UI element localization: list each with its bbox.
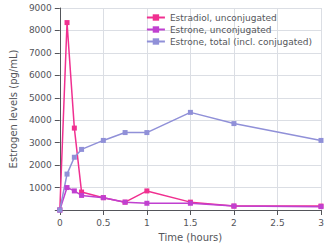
svg-text:1000: 1000	[29, 183, 52, 193]
svg-text:Estradiol, unconjugated: Estradiol, unconjugated	[170, 13, 277, 23]
svg-text:Estrone, unconjugated: Estrone, unconjugated	[170, 25, 272, 35]
svg-text:2.5: 2.5	[270, 218, 284, 228]
svg-text:9000: 9000	[29, 3, 52, 13]
svg-text:Estrogen levels (pg/mL): Estrogen levels (pg/mL)	[8, 49, 19, 168]
svg-text:2: 2	[231, 218, 237, 228]
svg-text:Time (hours): Time (hours)	[158, 232, 223, 243]
svg-text:5000: 5000	[29, 93, 52, 103]
svg-text:7000: 7000	[29, 48, 52, 58]
svg-text:2000: 2000	[29, 160, 52, 170]
svg-text:Estrone, total (incl. conjugat: Estrone, total (incl. conjugated)	[170, 37, 312, 47]
svg-text:1: 1	[144, 218, 150, 228]
svg-text:3: 3	[318, 218, 324, 228]
svg-text:6000: 6000	[29, 70, 52, 80]
svg-text:0: 0	[57, 218, 63, 228]
svg-text:8000: 8000	[29, 25, 52, 35]
svg-text:3000: 3000	[29, 138, 52, 148]
svg-text:0.5: 0.5	[96, 218, 110, 228]
svg-text:4000: 4000	[29, 115, 52, 125]
svg-text:1.5: 1.5	[183, 218, 197, 228]
